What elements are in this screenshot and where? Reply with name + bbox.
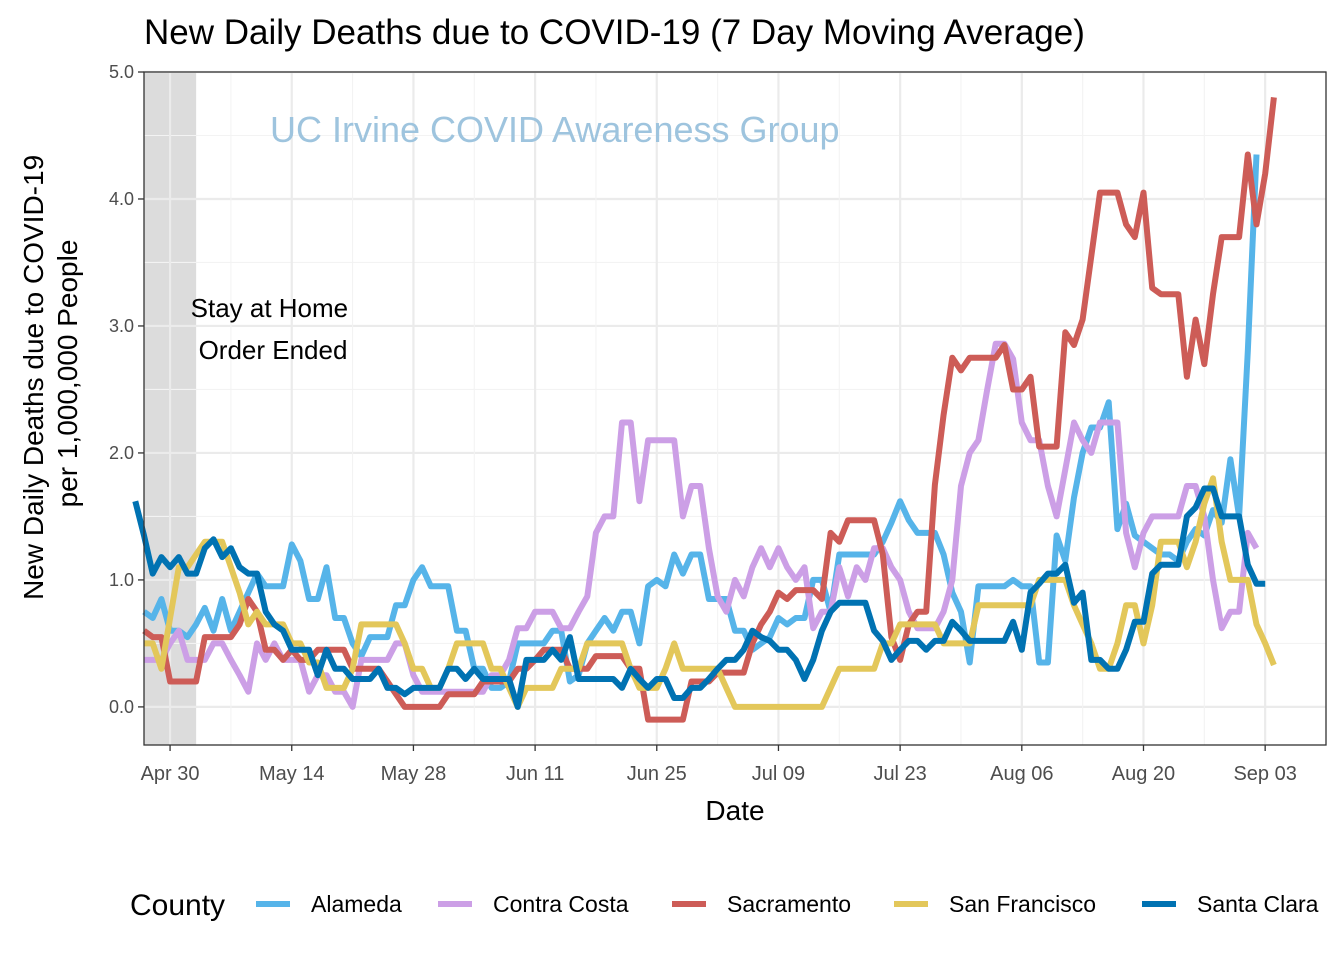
y-tick-label: 3.0 [109,316,134,336]
y-tick-label: 2.0 [109,443,134,463]
y-tick-label: 5.0 [109,62,134,82]
legend: County Alameda Contra Costa Sacramento San … [130,889,1319,922]
x-tick-label: Aug 06 [990,763,1053,785]
annotation-text: Stay at Home Order Ended [191,293,356,365]
x-tick-label: May 28 [381,763,447,785]
y-tick-label: 1.0 [109,570,134,590]
plot-panel [144,72,1326,745]
x-axis: Apr 30 May 14 May 28 Jun 11 Jun 25 Jul 09 Jul … [141,745,1297,785]
annotation-line: Order Ended [199,335,348,365]
series-line-contra-costa [144,340,1260,710]
x-tick-label: Aug 20 [1112,763,1175,785]
x-axis-title: Date [705,795,764,826]
plot-border [143,71,1327,746]
x-tick-label: May 14 [259,763,325,785]
chart-title: New Daily Deaths due to COVID-19 (7 Day … [144,13,1085,52]
x-tick-label: Jun 25 [627,763,687,785]
plot-area [144,72,1326,745]
annotation-line: Stay at Home [191,293,349,323]
y-tick-label: 0.0 [109,697,134,717]
y-axis-title: New Daily Deaths due to COVID-19 per 1,0… [18,147,83,600]
y-axis-title-line: New Daily Deaths due to COVID-19 [18,155,49,600]
legend-label: Contra Costa [493,891,629,917]
legend-title: County [130,889,225,922]
x-tick-label: Jul 09 [752,763,805,785]
y-tick-label: 4.0 [109,189,134,209]
legend-label: Sacramento [727,891,851,917]
x-tick-label: Apr 30 [141,763,200,785]
watermark-text: UC Irvine COVID Awareness Group [270,109,840,150]
series-lines [132,97,1277,723]
y-axis: 0.0 1.0 2.0 3.0 4.0 5.0 [109,62,144,717]
x-tick-label: Sep 03 [1233,763,1296,785]
x-tick-label: Jul 23 [873,763,926,785]
legend-label: Alameda [311,891,402,917]
series-line-santa-clara [132,485,1266,710]
x-tick-label: Jun 11 [506,763,565,785]
legend-label: San Francisco [949,891,1096,917]
series-line-alameda [142,154,1260,691]
legend-label: Santa Clara [1197,891,1319,917]
y-axis-title-line: per 1,000,000 People [52,240,83,508]
